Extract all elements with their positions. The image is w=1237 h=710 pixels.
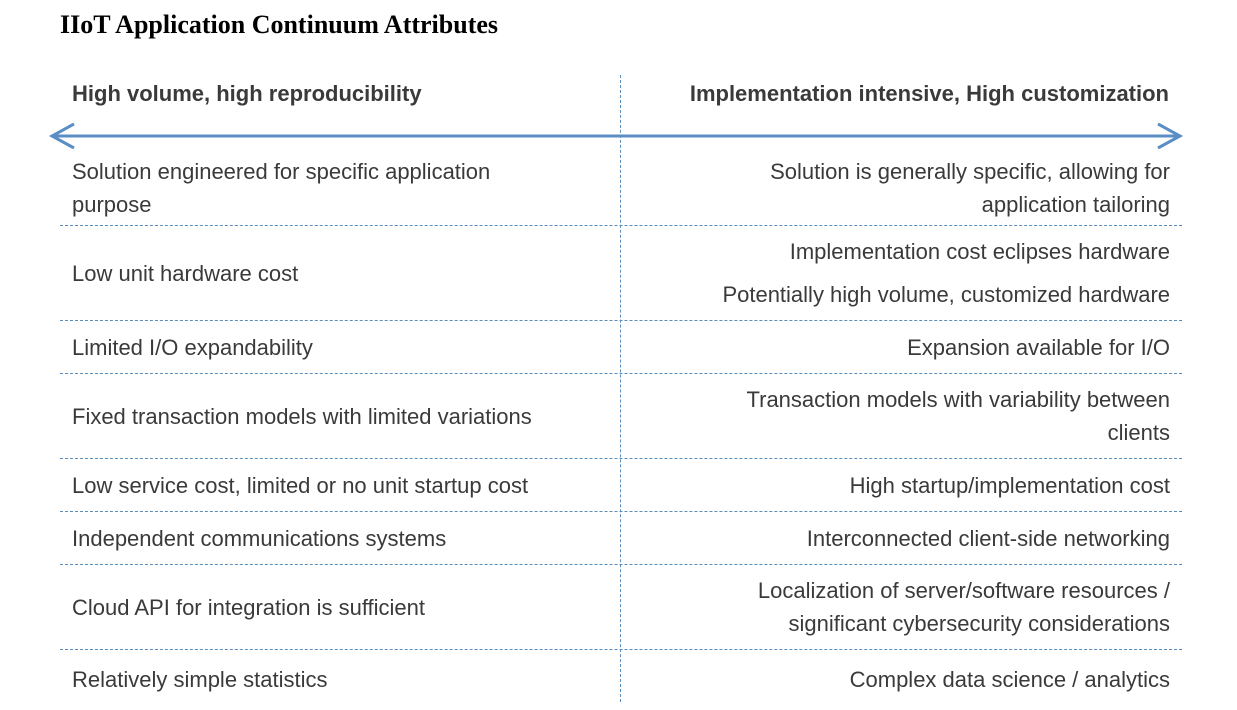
row-text: Solution engineered for specific applica… [72,158,491,184]
row-left-cell: Low service cost, limited or no unit sta… [72,459,592,511]
row-left-cell: Cloud API for integration is sufficient [72,565,592,649]
row-text: Low service cost, limited or no unit sta… [72,472,529,498]
row-right-cell: Solution is generally specific, allowing… [650,150,1170,225]
row-text: application tailoring [981,191,1170,217]
row-text: clients [1107,420,1170,445]
row-text: Expansion available for I/O [907,334,1170,360]
row-left-cell: Relatively simple statistics [72,650,592,708]
row-text: Fixed transaction models with limited va… [72,403,532,429]
row-right-cell: Transaction models with variability betw… [650,374,1171,458]
row-text: Independent communications systems [72,525,447,551]
row-left-cell: Independent communications systems [72,512,592,564]
center-divider [620,75,621,702]
row-text: Potentially high volume, customized hard… [722,282,1170,307]
row-left-cell: Low unit hardware cost [72,226,592,320]
row-right-cell: Localization of server/software resource… [650,565,1170,649]
row-text: Implementation cost eclipses hardware [789,239,1170,264]
page-title: IIoT Application Continuum Attributes [60,10,499,39]
row-text: significant cybersecurity considerations [788,611,1170,636]
row-right-cell: Implementation cost eclipses hardware Po… [650,226,1170,320]
table-row: Relatively simple statistics Complex dat… [60,650,1182,708]
table-row: Low unit hardware cost Implementation co… [60,226,1182,321]
row-left-cell: Solution engineered for specific applica… [72,150,592,225]
row-text: Solution is generally specific, allowing… [770,158,1170,184]
row-text: High startup/implementation cost [849,472,1170,498]
row-left-cell: Fixed transaction models with limited va… [72,374,592,458]
row-text: purpose [72,191,152,217]
row-text: Complex data science / analytics [849,666,1170,692]
row-text: Transaction models with variability betw… [746,387,1171,412]
row-text: Low unit hardware cost [72,260,299,286]
table-row: Fixed transaction models with limited va… [60,374,1182,459]
row-text: Interconnected client-side networking [806,525,1170,551]
row-left-cell: Limited I/O expandability [72,321,592,373]
table-row: Low service cost, limited or no unit sta… [60,459,1182,512]
table-row: Cloud API for integration is sufficient … [60,565,1182,650]
row-text: Cloud API for integration is sufficient [72,594,426,620]
row-right-cell: Interconnected client-side networking [650,512,1170,564]
row-text: Relatively simple statistics [72,666,328,692]
row-right-cell: Expansion available for I/O [650,321,1170,373]
row-text: Limited I/O expandability [72,334,313,360]
row-text: Localization of server/software resource… [757,578,1170,603]
table-row: Solution engineered for specific applica… [60,150,1182,226]
left-column-header: High volume, high reproducibility [72,81,422,106]
double-arrow-icon [48,122,1184,150]
row-right-cell: Complex data science / analytics [650,650,1170,708]
row-right-cell: High startup/implementation cost [650,459,1170,511]
table-row: Independent communications systems Inter… [60,512,1182,565]
right-column-header: Implementation intensive, High customiza… [689,81,1169,106]
table-row: Limited I/O expandability Expansion avai… [60,321,1182,374]
